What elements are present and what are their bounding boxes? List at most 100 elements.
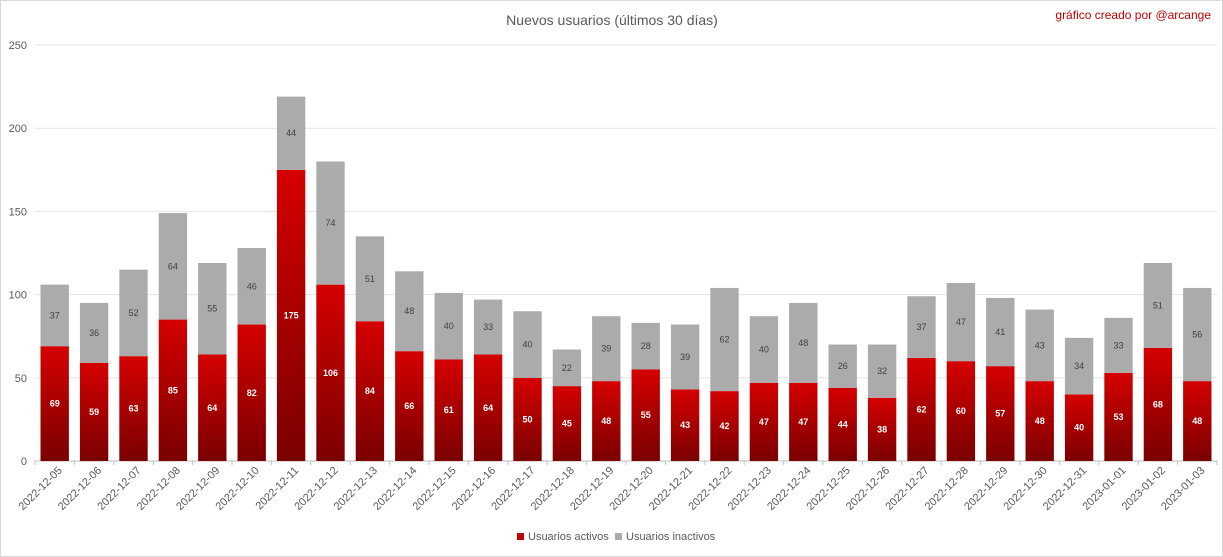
y-tick-label: 100 (9, 290, 27, 302)
data-label-inactive: 46 (247, 281, 257, 291)
bar-active (198, 354, 227, 461)
bar-inactive (316, 161, 345, 285)
bar-inactive (631, 322, 660, 370)
data-label-active: 47 (759, 417, 769, 427)
data-label-active: 61 (444, 405, 454, 415)
y-tick-label: 250 (9, 40, 27, 52)
bar-inactive (355, 236, 385, 322)
data-label-inactive: 64 (168, 261, 178, 271)
data-label-active: 63 (128, 404, 138, 414)
bar-active (513, 377, 542, 461)
data-label-inactive: 40 (522, 340, 532, 350)
legend-label-inactive: Usuarios inactivos (626, 531, 716, 543)
data-label-active: 47 (798, 417, 808, 427)
bar-active (1104, 372, 1133, 461)
bar-active (119, 356, 148, 461)
bar-active (158, 319, 188, 461)
y-tick-label: 50 (15, 373, 27, 385)
data-label-inactive: 34 (1074, 361, 1084, 371)
data-label-active: 69 (50, 399, 60, 409)
data-label-inactive: 28 (641, 341, 651, 351)
bar-active (79, 362, 109, 461)
bar-active (592, 381, 621, 461)
bar-active (946, 361, 976, 461)
bar-active (986, 366, 1015, 461)
data-label-active: 45 (562, 419, 572, 429)
bar-inactive (1143, 262, 1173, 348)
bar-inactive (237, 248, 266, 325)
bar-inactive (710, 287, 739, 392)
data-label-inactive: 44 (286, 128, 296, 138)
data-label-active: 82 (247, 388, 257, 398)
data-label-active: 84 (365, 386, 375, 396)
data-label-inactive: 47 (956, 317, 966, 327)
data-label-inactive: 41 (995, 327, 1005, 337)
data-label-inactive: 40 (759, 345, 769, 355)
bars: 69 37 59 36 63 52 85 64 64 55 82 46 175 44 106 74 84 51 66… (40, 96, 1212, 462)
bar-inactive (749, 316, 779, 383)
data-label-inactive: 32 (877, 366, 887, 376)
data-label-active: 40 (1074, 423, 1084, 433)
bar-inactive (867, 344, 897, 398)
bar-inactive (40, 284, 69, 347)
bar-active (473, 354, 503, 461)
data-label-active: 68 (1153, 399, 1163, 409)
data-label-inactive: 55 (207, 304, 217, 314)
data-label-inactive: 48 (798, 338, 808, 348)
bar-inactive (986, 297, 1015, 367)
bar-inactive (198, 262, 227, 355)
bar-inactive (1104, 317, 1133, 373)
bar-active (276, 169, 306, 462)
bar-active (828, 387, 857, 461)
bar-inactive (434, 292, 463, 360)
x-axis-ticks: 2022-12-052022-12-062022-12-072022-12-08… (17, 461, 1218, 513)
data-label-inactive: 40 (444, 321, 454, 331)
bar-inactive (592, 316, 621, 382)
bar-inactive (1183, 287, 1212, 382)
bar-inactive (158, 213, 188, 320)
data-label-inactive: 36 (89, 328, 99, 338)
chart-credit: gráfico creado por @arcange (1055, 8, 1211, 22)
data-label-inactive: 43 (1035, 340, 1045, 350)
bar-active (1064, 394, 1094, 461)
bar-inactive (119, 269, 148, 357)
data-label-active: 60 (956, 406, 966, 416)
bar-inactive (473, 299, 503, 355)
data-label-inactive: 74 (325, 218, 335, 228)
bar-active (749, 382, 779, 461)
data-label-active: 53 (1113, 412, 1123, 422)
bar-inactive (276, 96, 306, 170)
data-label-active: 50 (522, 414, 532, 424)
bar-inactive (907, 296, 936, 358)
legend-label-active: Usuarios activos (528, 531, 609, 543)
data-label-inactive: 33 (1113, 340, 1123, 350)
bar-inactive (946, 282, 976, 362)
data-label-active: 85 (168, 385, 178, 395)
bar-active (434, 359, 463, 461)
bar-active (237, 324, 266, 461)
bar-active (1143, 347, 1173, 461)
data-label-active: 64 (207, 403, 217, 413)
data-label-active: 44 (838, 419, 848, 429)
bar-active (670, 389, 700, 461)
bar-inactive (79, 302, 109, 363)
y-tick-label: 200 (9, 123, 27, 135)
y-tick-label: 0 (21, 456, 27, 468)
bar-active (355, 321, 385, 461)
data-label-inactive: 33 (483, 322, 493, 332)
bar-inactive (552, 349, 582, 387)
bar-active (867, 397, 897, 461)
data-label-active: 62 (916, 404, 926, 414)
data-label-active: 38 (877, 424, 887, 434)
data-label-active: 48 (601, 416, 611, 426)
bar-active (40, 346, 69, 461)
data-label-active: 48 (1035, 416, 1045, 426)
y-axis-ticks: 0 50 100 150 200 250 (9, 40, 27, 468)
data-label-active: 64 (483, 403, 493, 413)
bar-active (395, 351, 424, 461)
chart-title: Nuevos usuarios (últimos 30 días) (506, 12, 718, 28)
data-label-inactive: 22 (562, 363, 572, 373)
bar-active (552, 386, 582, 461)
